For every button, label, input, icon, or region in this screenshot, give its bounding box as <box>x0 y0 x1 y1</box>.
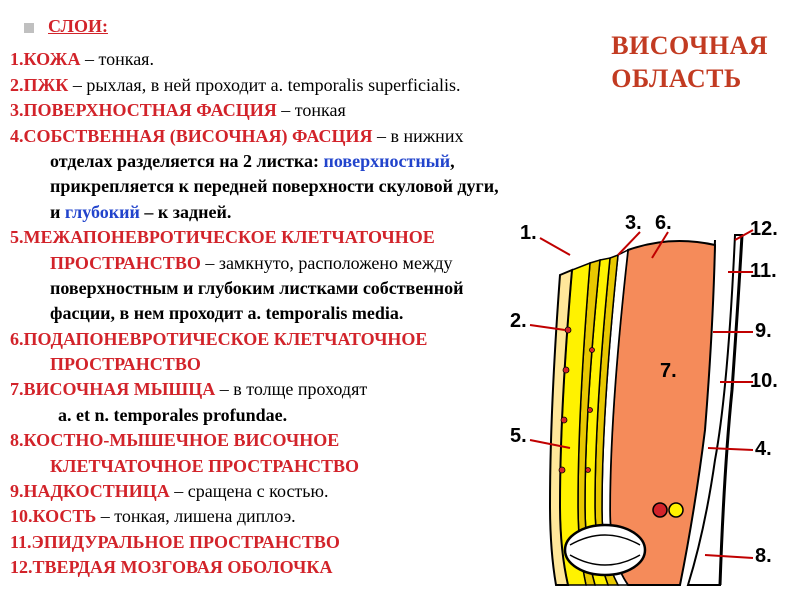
layer-item-cont: a. et n. temporales profundae. <box>10 404 550 427</box>
diagram-label: 5. <box>510 425 527 448</box>
layer-item-cont: КЛЕТЧАТОЧНОЕ ПРОСТРАНСТВО <box>10 455 550 478</box>
layer-item-cont: и глубокий – к задней. <box>10 201 550 224</box>
page-title: ВИСОЧНАЯ ОБЛАСТЬ <box>611 30 768 95</box>
diagram-label: 7. <box>660 360 677 383</box>
layer-item: 6.ПОДАПОНЕВРОТИЧЕСКОЕ КЛЕТЧАТОЧНОЕ <box>10 328 550 351</box>
layers-heading: СЛОИ: <box>48 15 108 38</box>
diagram-label: 4. <box>755 438 772 461</box>
layer-item-cont: прикрепляется к передней поверхности ску… <box>10 175 550 198</box>
content-area: СЛОИ: 1.КОЖА – тонкая. 2.ПЖК – рыхлая, в … <box>10 15 550 582</box>
layer-item: 9.НАДКОСТНИЦА – сращена с костью. <box>10 480 550 503</box>
layer-item: 8.КОСТНО-МЫШЕЧНОЕ ВИСОЧНОЕ <box>10 429 550 452</box>
diagram-label: 6. <box>655 212 672 235</box>
layer-item: 11.ЭПИДУРАЛЬНОЕ ПРОСТРАНСТВО <box>10 531 550 554</box>
title-line1: ВИСОЧНАЯ <box>611 30 768 63</box>
diagram-label: 12. <box>750 218 778 241</box>
diagram-label: 8. <box>755 545 772 568</box>
layer-item-cont: поверхностным и глубоким листками собств… <box>10 277 550 300</box>
layer-item-cont: фасции, в нем проходит a. temporalis med… <box>10 302 550 325</box>
diagram-label: 11. <box>750 260 777 283</box>
anatomical-diagram: 1. 2. 3. 5. 6. 7. 4. 8. 9. 10. 11. 12. <box>510 210 790 590</box>
layer-item: 2.ПЖК – рыхлая, в ней проходит a. tempor… <box>10 74 550 97</box>
layer-item: 4.СОБСТВЕННАЯ (ВИСОЧНАЯ) ФАСЦИЯ – в нижн… <box>10 125 550 148</box>
layers-list: 1.КОЖА – тонкая. 2.ПЖК – рыхлая, в ней пр… <box>10 48 550 579</box>
layer-item-cont: ПРОСТРАНСТВО – замкнуто, расположено меж… <box>10 252 550 275</box>
diagram-label: 10. <box>750 370 778 393</box>
diagram-label: 3. <box>625 212 642 235</box>
bullet-square-icon <box>24 23 34 33</box>
layer-item: 12.ТВЕРДАЯ МОЗГОВАЯ ОБОЛОЧКА <box>10 556 550 579</box>
layer-item: 1.КОЖА – тонкая. <box>10 48 550 71</box>
layer-item: 3.ПОВЕРХНОСТНАЯ ФАСЦИЯ – тонкая <box>10 99 550 122</box>
layer-item-cont: отделах разделяется на 2 листка: поверхн… <box>10 150 550 173</box>
layer-item-cont: ПРОСТРАНСТВО <box>10 353 550 376</box>
diagram-svg <box>510 210 790 590</box>
title-line2: ОБЛАСТЬ <box>611 63 768 96</box>
diagram-label: 9. <box>755 320 772 343</box>
diagram-label: 1. <box>520 222 537 245</box>
diagram-label: 2. <box>510 310 527 333</box>
layer-item: 10.КОСТЬ – тонкая, лишена диплоэ. <box>10 505 550 528</box>
layers-heading-row: СЛОИ: <box>10 15 550 38</box>
layer-item: 7.ВИСОЧНАЯ МЫШЦА – в толще проходят <box>10 378 550 401</box>
layer-item: 5.МЕЖАПОНЕВРОТИЧЕСКОЕ КЛЕТЧАТОЧНОЕ <box>10 226 550 249</box>
zygomatic-arch <box>565 525 645 575</box>
